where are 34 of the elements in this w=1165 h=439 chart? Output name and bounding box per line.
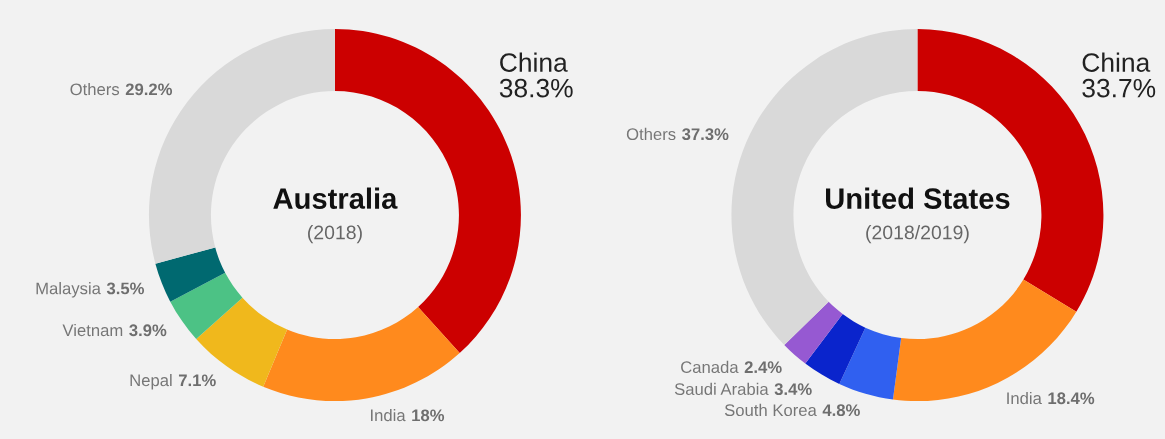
data-label: 7.1% bbox=[178, 374, 216, 387]
data-label: 3.9% bbox=[129, 324, 167, 337]
text: Australia bbox=[273, 187, 398, 209]
text: (2018) bbox=[308, 225, 362, 244]
slice-label: Malaysia bbox=[36, 282, 101, 298]
slice-label: Canada bbox=[681, 360, 739, 374]
data-label: 3.4% bbox=[774, 383, 812, 396]
slice-label: Vietnam bbox=[62, 323, 123, 337]
slice-label: China bbox=[500, 52, 568, 72]
donut-slice bbox=[839, 327, 902, 400]
donut-slice bbox=[170, 272, 243, 339]
data-label: 2.4% bbox=[744, 361, 782, 374]
donut-slice bbox=[263, 307, 460, 402]
donut-slice bbox=[155, 247, 226, 302]
data-label: 4.8% bbox=[822, 404, 860, 417]
slice-label: India bbox=[1007, 391, 1042, 405]
data-label: 33.7% bbox=[1082, 78, 1156, 98]
slice-label: Saudi Arabia bbox=[674, 382, 769, 396]
donut-slice bbox=[805, 314, 866, 384]
slice-label: Others bbox=[626, 127, 676, 141]
data-label: 18.4% bbox=[1048, 392, 1095, 405]
text: United States bbox=[826, 187, 1010, 209]
data-label: 38.3% bbox=[499, 78, 573, 98]
slice-label: China bbox=[1082, 52, 1151, 72]
slice-label: South Korea bbox=[724, 403, 817, 417]
data-label: 29.2% bbox=[125, 83, 173, 96]
data-label: 3.5% bbox=[106, 282, 145, 295]
slice-label: Others bbox=[70, 82, 120, 96]
slice-label: Nepal bbox=[130, 373, 172, 390]
text: (2018/2019) bbox=[866, 225, 969, 244]
donut-slice bbox=[784, 301, 843, 364]
slice-label: India bbox=[371, 409, 406, 422]
data-label: 18% bbox=[412, 409, 445, 422]
data-label: 37.3% bbox=[682, 128, 729, 141]
